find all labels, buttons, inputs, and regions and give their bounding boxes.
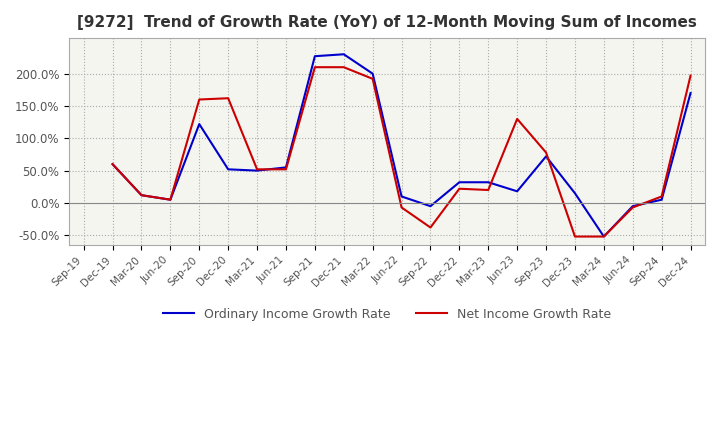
Ordinary Income Growth Rate	[224, 167, 233, 172]
Net Income Growth Rate	[541, 150, 550, 155]
Net Income Growth Rate	[571, 234, 580, 239]
Ordinary Income Growth Rate	[513, 189, 521, 194]
Line: Net Income Growth Rate: Net Income Growth Rate	[112, 67, 690, 237]
Ordinary Income Growth Rate	[108, 161, 117, 167]
Line: Ordinary Income Growth Rate: Ordinary Income Growth Rate	[112, 54, 690, 237]
Ordinary Income Growth Rate	[369, 71, 377, 76]
Net Income Growth Rate	[686, 73, 695, 78]
Ordinary Income Growth Rate	[571, 191, 580, 196]
Net Income Growth Rate	[224, 95, 233, 101]
Ordinary Income Growth Rate	[426, 204, 435, 209]
Net Income Growth Rate	[513, 116, 521, 121]
Net Income Growth Rate	[195, 97, 204, 102]
Ordinary Income Growth Rate	[541, 154, 550, 159]
Net Income Growth Rate	[657, 194, 666, 199]
Ordinary Income Growth Rate	[455, 180, 464, 185]
Ordinary Income Growth Rate	[339, 51, 348, 57]
Net Income Growth Rate	[137, 193, 145, 198]
Ordinary Income Growth Rate	[686, 90, 695, 95]
Ordinary Income Growth Rate	[195, 121, 204, 127]
Net Income Growth Rate	[166, 197, 175, 202]
Ordinary Income Growth Rate	[600, 234, 608, 239]
Net Income Growth Rate	[339, 65, 348, 70]
Net Income Growth Rate	[108, 161, 117, 167]
Net Income Growth Rate	[397, 205, 406, 210]
Ordinary Income Growth Rate	[282, 165, 290, 170]
Ordinary Income Growth Rate	[310, 54, 319, 59]
Ordinary Income Growth Rate	[629, 204, 637, 209]
Net Income Growth Rate	[455, 186, 464, 191]
Legend: Ordinary Income Growth Rate, Net Income Growth Rate: Ordinary Income Growth Rate, Net Income …	[158, 303, 616, 326]
Ordinary Income Growth Rate	[166, 197, 175, 202]
Net Income Growth Rate	[282, 167, 290, 172]
Ordinary Income Growth Rate	[397, 194, 406, 199]
Ordinary Income Growth Rate	[657, 197, 666, 202]
Net Income Growth Rate	[600, 234, 608, 239]
Net Income Growth Rate	[629, 205, 637, 210]
Net Income Growth Rate	[369, 76, 377, 81]
Ordinary Income Growth Rate	[137, 193, 145, 198]
Net Income Growth Rate	[484, 187, 492, 193]
Ordinary Income Growth Rate	[484, 180, 492, 185]
Title: [9272]  Trend of Growth Rate (YoY) of 12-Month Moving Sum of Incomes: [9272] Trend of Growth Rate (YoY) of 12-…	[77, 15, 697, 30]
Net Income Growth Rate	[310, 65, 319, 70]
Net Income Growth Rate	[253, 167, 261, 172]
Ordinary Income Growth Rate	[253, 168, 261, 173]
Net Income Growth Rate	[426, 225, 435, 230]
